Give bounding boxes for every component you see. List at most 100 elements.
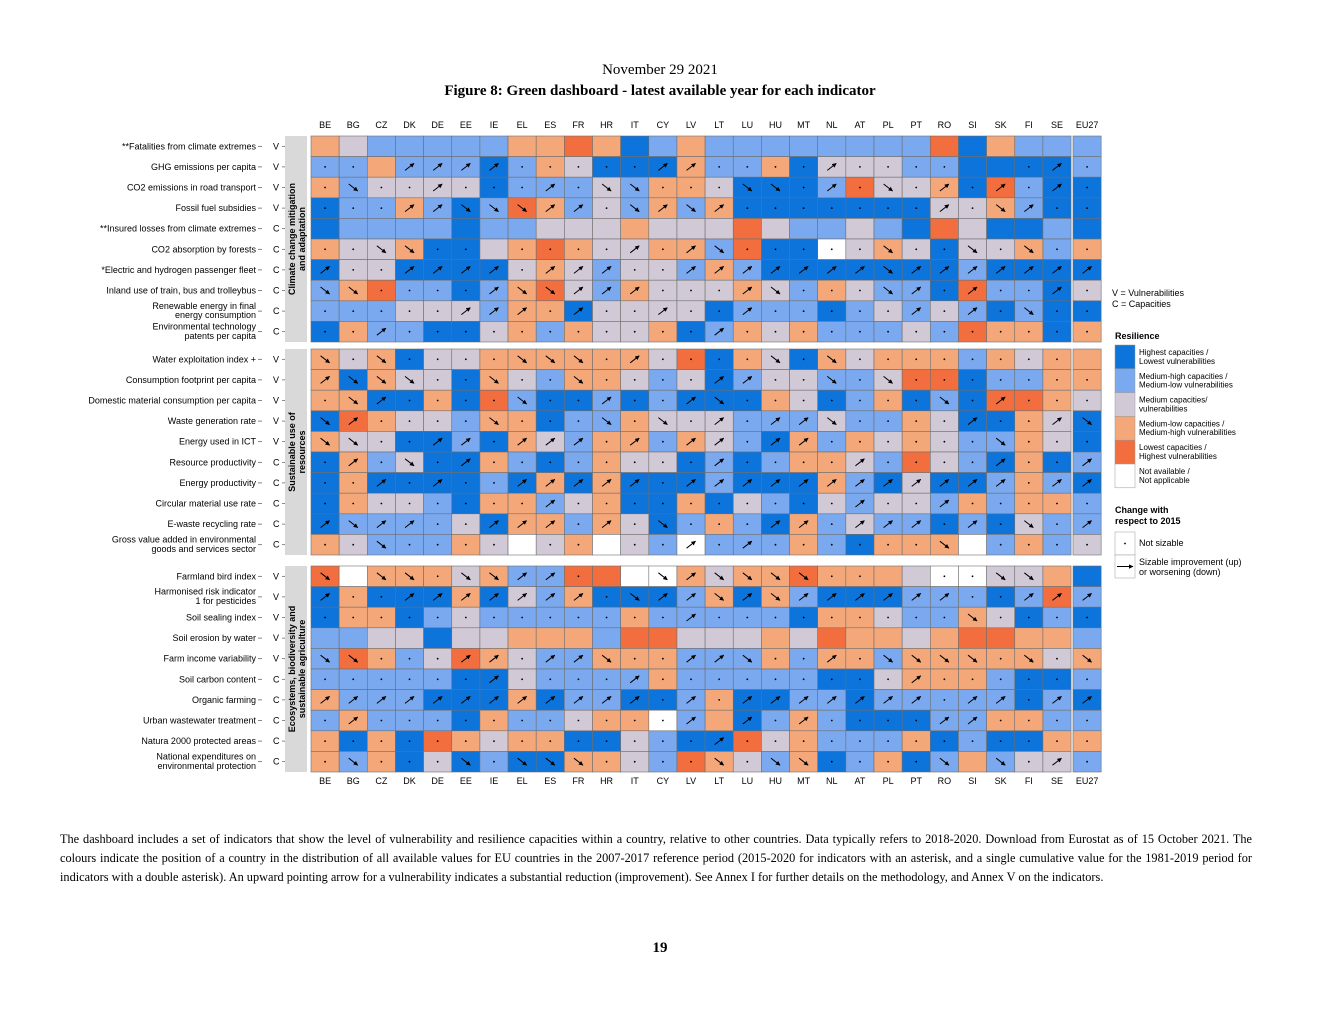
heatmap-cell bbox=[761, 627, 790, 649]
not-sizable-dot bbox=[802, 657, 805, 660]
not-sizable-dot bbox=[352, 482, 355, 484]
heatmap-cell bbox=[986, 156, 1016, 178]
not-sizable-dot bbox=[1027, 330, 1030, 333]
not-sizable-dot bbox=[802, 678, 805, 681]
improvement-arrow bbox=[658, 307, 668, 315]
indicator-type: V bbox=[273, 141, 279, 151]
improvement-arrow bbox=[855, 520, 865, 528]
worsening-arrow bbox=[517, 204, 527, 212]
worsening-arrow bbox=[320, 286, 330, 295]
worsening-arrow bbox=[573, 757, 584, 766]
improvement-arrow bbox=[939, 204, 950, 212]
heatmap-cell bbox=[929, 135, 959, 157]
not-sizable-dot bbox=[1027, 760, 1030, 763]
not-sizable-dot bbox=[464, 186, 467, 189]
not-sizable-dot bbox=[859, 186, 861, 189]
not-sizable-dot bbox=[605, 760, 608, 763]
not-sizable-dot bbox=[887, 678, 889, 681]
improvement-arrow bbox=[686, 266, 696, 274]
improvement-arrow bbox=[1052, 183, 1062, 192]
not-sizable-dot bbox=[633, 399, 636, 402]
worsening-arrow bbox=[461, 757, 471, 766]
not-sizable-dot bbox=[999, 657, 1002, 660]
not-sizable-dot bbox=[408, 657, 411, 660]
improvement-arrow bbox=[714, 376, 725, 384]
worsening-arrow bbox=[404, 245, 415, 254]
heatmap-cell bbox=[366, 627, 396, 649]
country-label-top: DK bbox=[403, 120, 416, 130]
not-sizable-dot bbox=[774, 678, 777, 681]
heatmap-cell bbox=[986, 627, 1016, 649]
worsening-arrow bbox=[770, 572, 781, 581]
not-sizable-dot bbox=[971, 596, 974, 598]
worsening-arrow bbox=[348, 437, 359, 446]
worsening-arrow bbox=[967, 245, 978, 254]
improvement-arrow bbox=[489, 266, 499, 274]
indicator-label: Harmonised risk indicator 1 for pesticide… bbox=[154, 587, 256, 606]
country-label-top: EU27 bbox=[1076, 120, 1099, 130]
heatmap-cell bbox=[592, 218, 621, 240]
improvement-arrow bbox=[517, 479, 527, 487]
heatmap-cell bbox=[986, 218, 1016, 240]
indicator-label: Farmland bird index bbox=[176, 571, 256, 581]
not-sizable-dot bbox=[1027, 616, 1030, 619]
heatmap-cell bbox=[1014, 627, 1044, 649]
improvement-arrow bbox=[826, 696, 837, 704]
heatmap-cell bbox=[592, 627, 621, 649]
not-sizable-dot bbox=[521, 379, 524, 381]
not-sizable-dot bbox=[1056, 543, 1058, 546]
country-label-top: AT bbox=[855, 120, 866, 130]
figure-caption: The dashboard includes a set of indicato… bbox=[60, 832, 1252, 884]
country-label-bottom: LV bbox=[686, 776, 696, 786]
improvement-arrow bbox=[742, 266, 753, 274]
not-sizable-dot bbox=[887, 760, 889, 763]
improvement-arrow bbox=[826, 654, 837, 663]
not-sizable-dot bbox=[690, 420, 692, 422]
not-sizable-dot bbox=[549, 616, 552, 619]
heatmap-cell bbox=[845, 627, 875, 649]
legend-dot-icon bbox=[1124, 542, 1126, 545]
worsening-arrow bbox=[461, 204, 471, 212]
improvement-arrow bbox=[714, 654, 725, 663]
not-sizable-dot bbox=[324, 399, 326, 402]
not-sizable-dot bbox=[859, 399, 861, 402]
heatmap-cell bbox=[564, 218, 593, 240]
improvement-arrow bbox=[742, 307, 753, 315]
not-sizable-dot bbox=[802, 543, 805, 546]
not-sizable-dot bbox=[915, 461, 918, 464]
not-sizable-dot bbox=[859, 678, 861, 681]
improvement-arrow bbox=[573, 654, 584, 663]
indicator-type: C bbox=[273, 306, 280, 316]
not-sizable-dot bbox=[436, 502, 439, 505]
not-sizable-dot bbox=[577, 186, 580, 189]
improvement-arrow bbox=[798, 266, 809, 274]
country-label-bottom: BE bbox=[319, 776, 331, 786]
not-sizable-dot bbox=[549, 166, 552, 168]
not-sizable-dot bbox=[605, 502, 608, 505]
worsening-arrow bbox=[404, 458, 415, 467]
heatmap-cell bbox=[845, 135, 875, 157]
indicator-type: C bbox=[273, 286, 280, 296]
improvement-arrow bbox=[1024, 266, 1034, 274]
improvement-arrow bbox=[995, 396, 1006, 405]
country-label-bottom: CZ bbox=[375, 776, 387, 786]
heatmap-cell bbox=[929, 627, 959, 649]
not-sizable-dot bbox=[915, 740, 918, 742]
worsening-arrow bbox=[658, 520, 668, 528]
not-sizable-dot bbox=[859, 379, 861, 381]
not-sizable-dot bbox=[549, 719, 552, 722]
not-sizable-dot bbox=[577, 740, 580, 742]
heatmap-cell bbox=[395, 135, 424, 157]
not-sizable-dot bbox=[549, 310, 552, 312]
indicator-label: Urban wastewater treatment bbox=[143, 716, 257, 726]
country-label-bottom: IT bbox=[631, 776, 640, 786]
not-sizable-dot bbox=[802, 289, 805, 292]
not-sizable-dot bbox=[1086, 289, 1088, 292]
not-sizable-dot bbox=[1086, 310, 1088, 312]
country-label-top: ES bbox=[544, 120, 556, 130]
not-sizable-dot bbox=[605, 330, 608, 333]
not-sizable-dot bbox=[324, 248, 326, 251]
improvement-arrow bbox=[629, 355, 640, 364]
improvement-arrow bbox=[545, 266, 556, 274]
not-sizable-dot bbox=[1027, 719, 1030, 722]
